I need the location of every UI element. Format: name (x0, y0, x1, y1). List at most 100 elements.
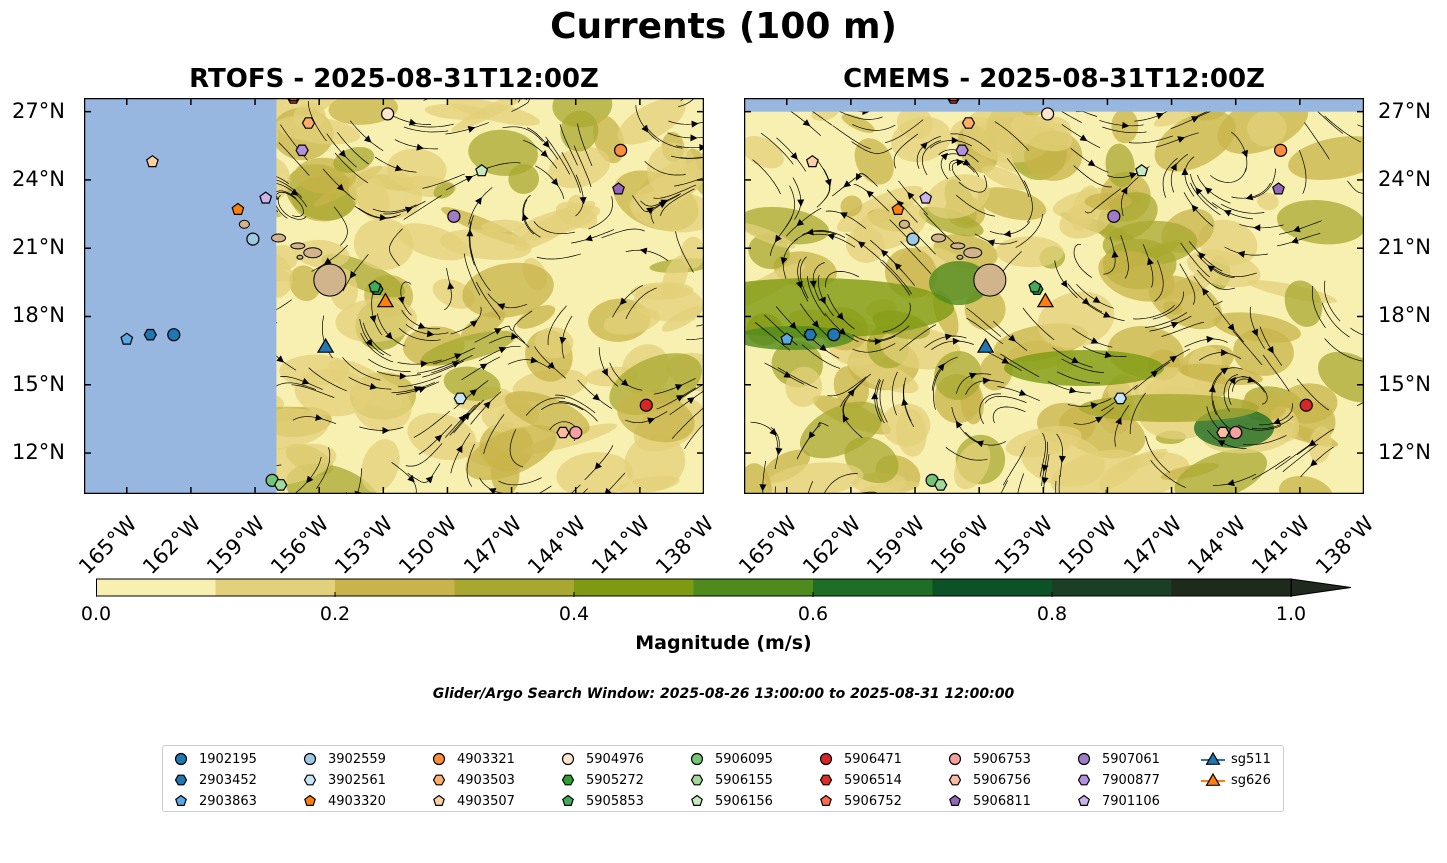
streamline (450, 306, 482, 335)
streamline (994, 121, 1030, 151)
streamline (350, 120, 384, 151)
streamline-arrow (790, 152, 798, 160)
speed-patch (1284, 280, 1323, 327)
streamline-arrow (809, 280, 817, 288)
legend-label: 7900877 (1102, 772, 1160, 788)
streamline-arrow (1095, 416, 1103, 424)
speed-patch (516, 305, 556, 329)
streamline (1237, 424, 1282, 431)
speed-patch (328, 98, 399, 125)
colorbar-frame (96, 578, 1292, 597)
streamline (660, 188, 695, 217)
streamline (1006, 158, 1030, 198)
streamline-arrow (907, 191, 915, 200)
streamline-arrow (1104, 351, 1113, 359)
streamline (945, 447, 988, 461)
streamline (1231, 182, 1271, 199)
streamline-arrow (466, 229, 474, 237)
island-land (956, 254, 964, 260)
streamline (463, 253, 481, 296)
legend-item: 7900877 (1072, 770, 1160, 790)
streamline (898, 180, 928, 215)
streamline-arrow (1147, 257, 1154, 266)
streamline (992, 320, 1028, 351)
streamline (1347, 180, 1364, 194)
speed-patch (440, 229, 532, 260)
streamline (418, 424, 453, 455)
legend-item: 5906753 (943, 749, 1031, 769)
streamline-arrow (456, 445, 463, 453)
streamline-arrow (426, 330, 435, 338)
streamline (1047, 381, 1091, 394)
streamline (776, 137, 807, 172)
legend-symbol-5905272 (561, 774, 575, 786)
streamline (445, 404, 476, 438)
search-window-note: Glider/Argo Search Window: 2025-08-26 13… (432, 686, 1015, 702)
speed-patch (799, 401, 883, 459)
streamline (882, 260, 912, 295)
streamline (342, 357, 381, 381)
legend-marker (820, 794, 832, 806)
streamline-arrow (1115, 417, 1122, 425)
speed-patch (744, 222, 796, 249)
legend-label: sg511 (1231, 751, 1271, 767)
streamline-arrow (1003, 230, 1012, 238)
speed-patch (353, 218, 414, 270)
streamline-arrow (1310, 459, 1318, 467)
speed-patch (896, 106, 933, 140)
legend-label: 5907061 (1102, 751, 1160, 767)
platform-marker-5906155 (274, 479, 288, 491)
colorbar-segment (1052, 579, 1172, 596)
platform-marker-5906471 (639, 398, 653, 412)
streamline (405, 324, 449, 335)
streamline-arrow (641, 124, 649, 133)
streamline-arrow (857, 241, 866, 249)
streamline (1221, 203, 1265, 214)
streamline-arrow (944, 333, 953, 341)
legend-marker (691, 794, 703, 806)
streamline-arrow (1207, 265, 1216, 273)
streamline (282, 191, 304, 217)
streamline-arrow (1008, 334, 1016, 342)
platform-marker-4903320 (891, 202, 905, 216)
streamline-arrow (874, 338, 882, 345)
streamline (1000, 353, 1040, 378)
streamline-arrow (1202, 287, 1209, 296)
streamline (764, 362, 805, 385)
streamline (879, 379, 888, 423)
streamline-arrow (511, 332, 519, 340)
streamline-arrow (855, 173, 863, 181)
streamline (280, 376, 323, 390)
streamline (966, 317, 1004, 345)
legend-symbol-7901106 (1078, 794, 1090, 806)
streamline (541, 402, 584, 411)
legend-symbol-5906753 (948, 752, 962, 766)
streamline (1350, 327, 1364, 336)
streamline (348, 376, 392, 390)
legend-symbol-2903452 (174, 774, 188, 786)
platform-marker-5905853 (1028, 280, 1042, 293)
streamline-arrow (982, 377, 991, 385)
colorbar-tick-label: 0.8 (1036, 603, 1068, 625)
streamline-arrow (488, 488, 497, 494)
speed-patch (335, 298, 417, 343)
streamline (334, 152, 369, 184)
streamline (432, 347, 475, 365)
streamline (852, 343, 896, 353)
speed-patch (433, 182, 455, 199)
streamline-arrow (1150, 370, 1159, 378)
speed-patch (1154, 111, 1236, 172)
streamline (653, 184, 696, 199)
streamline-arrow (780, 257, 788, 265)
streamline-arrow (547, 361, 555, 369)
streamline (561, 152, 581, 193)
legend-marker (948, 752, 962, 766)
streamline (559, 124, 578, 166)
legend-symbol-5906471 (819, 752, 833, 766)
platform-marker-2903452 (143, 328, 157, 341)
streamline (407, 463, 441, 483)
legend-item: 5904976 (556, 749, 644, 769)
streamline (1324, 280, 1341, 322)
streamline (278, 142, 310, 176)
streamline (360, 332, 394, 363)
